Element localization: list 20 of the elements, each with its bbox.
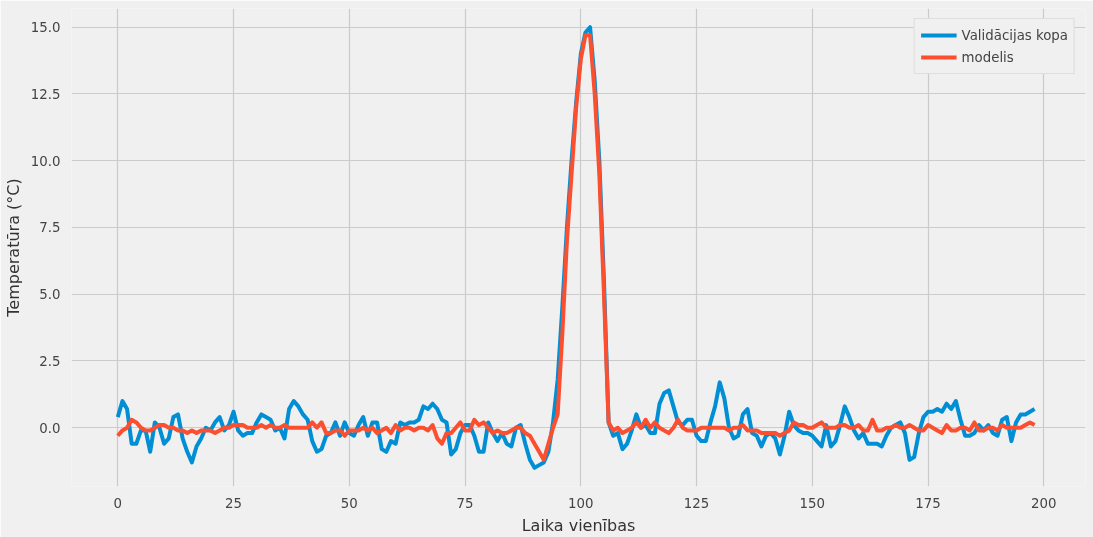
x-tick-label: 100 (568, 495, 594, 511)
y-tick-label: 7.5 (39, 220, 61, 236)
y-tick-label: 0.0 (39, 420, 61, 436)
x-axis-title: Laika vienības (521, 515, 636, 535)
x-tick-label: 175 (915, 495, 941, 511)
y-axis-title: Temperatūra (°C) (3, 178, 23, 318)
y-tick-label: 12.5 (30, 86, 61, 102)
x-tick-label: 50 (340, 495, 358, 511)
x-tick-label: 125 (683, 495, 710, 511)
y-tick-label: 5.0 (39, 287, 61, 303)
x-tick-label: 150 (799, 495, 826, 511)
y-tick-label: 10.0 (30, 153, 61, 169)
x-tick-label: 0 (113, 495, 123, 511)
legend-label: modelis (961, 49, 1014, 65)
legend-label: Validācijas kopa (961, 27, 1068, 43)
x-tick-label: 25 (225, 495, 243, 511)
x-tick-label: 200 (1031, 495, 1057, 511)
x-tick-label: 75 (456, 495, 474, 511)
y-tick-label: 15.0 (30, 20, 61, 36)
y-tick-label: 2.5 (39, 353, 61, 369)
